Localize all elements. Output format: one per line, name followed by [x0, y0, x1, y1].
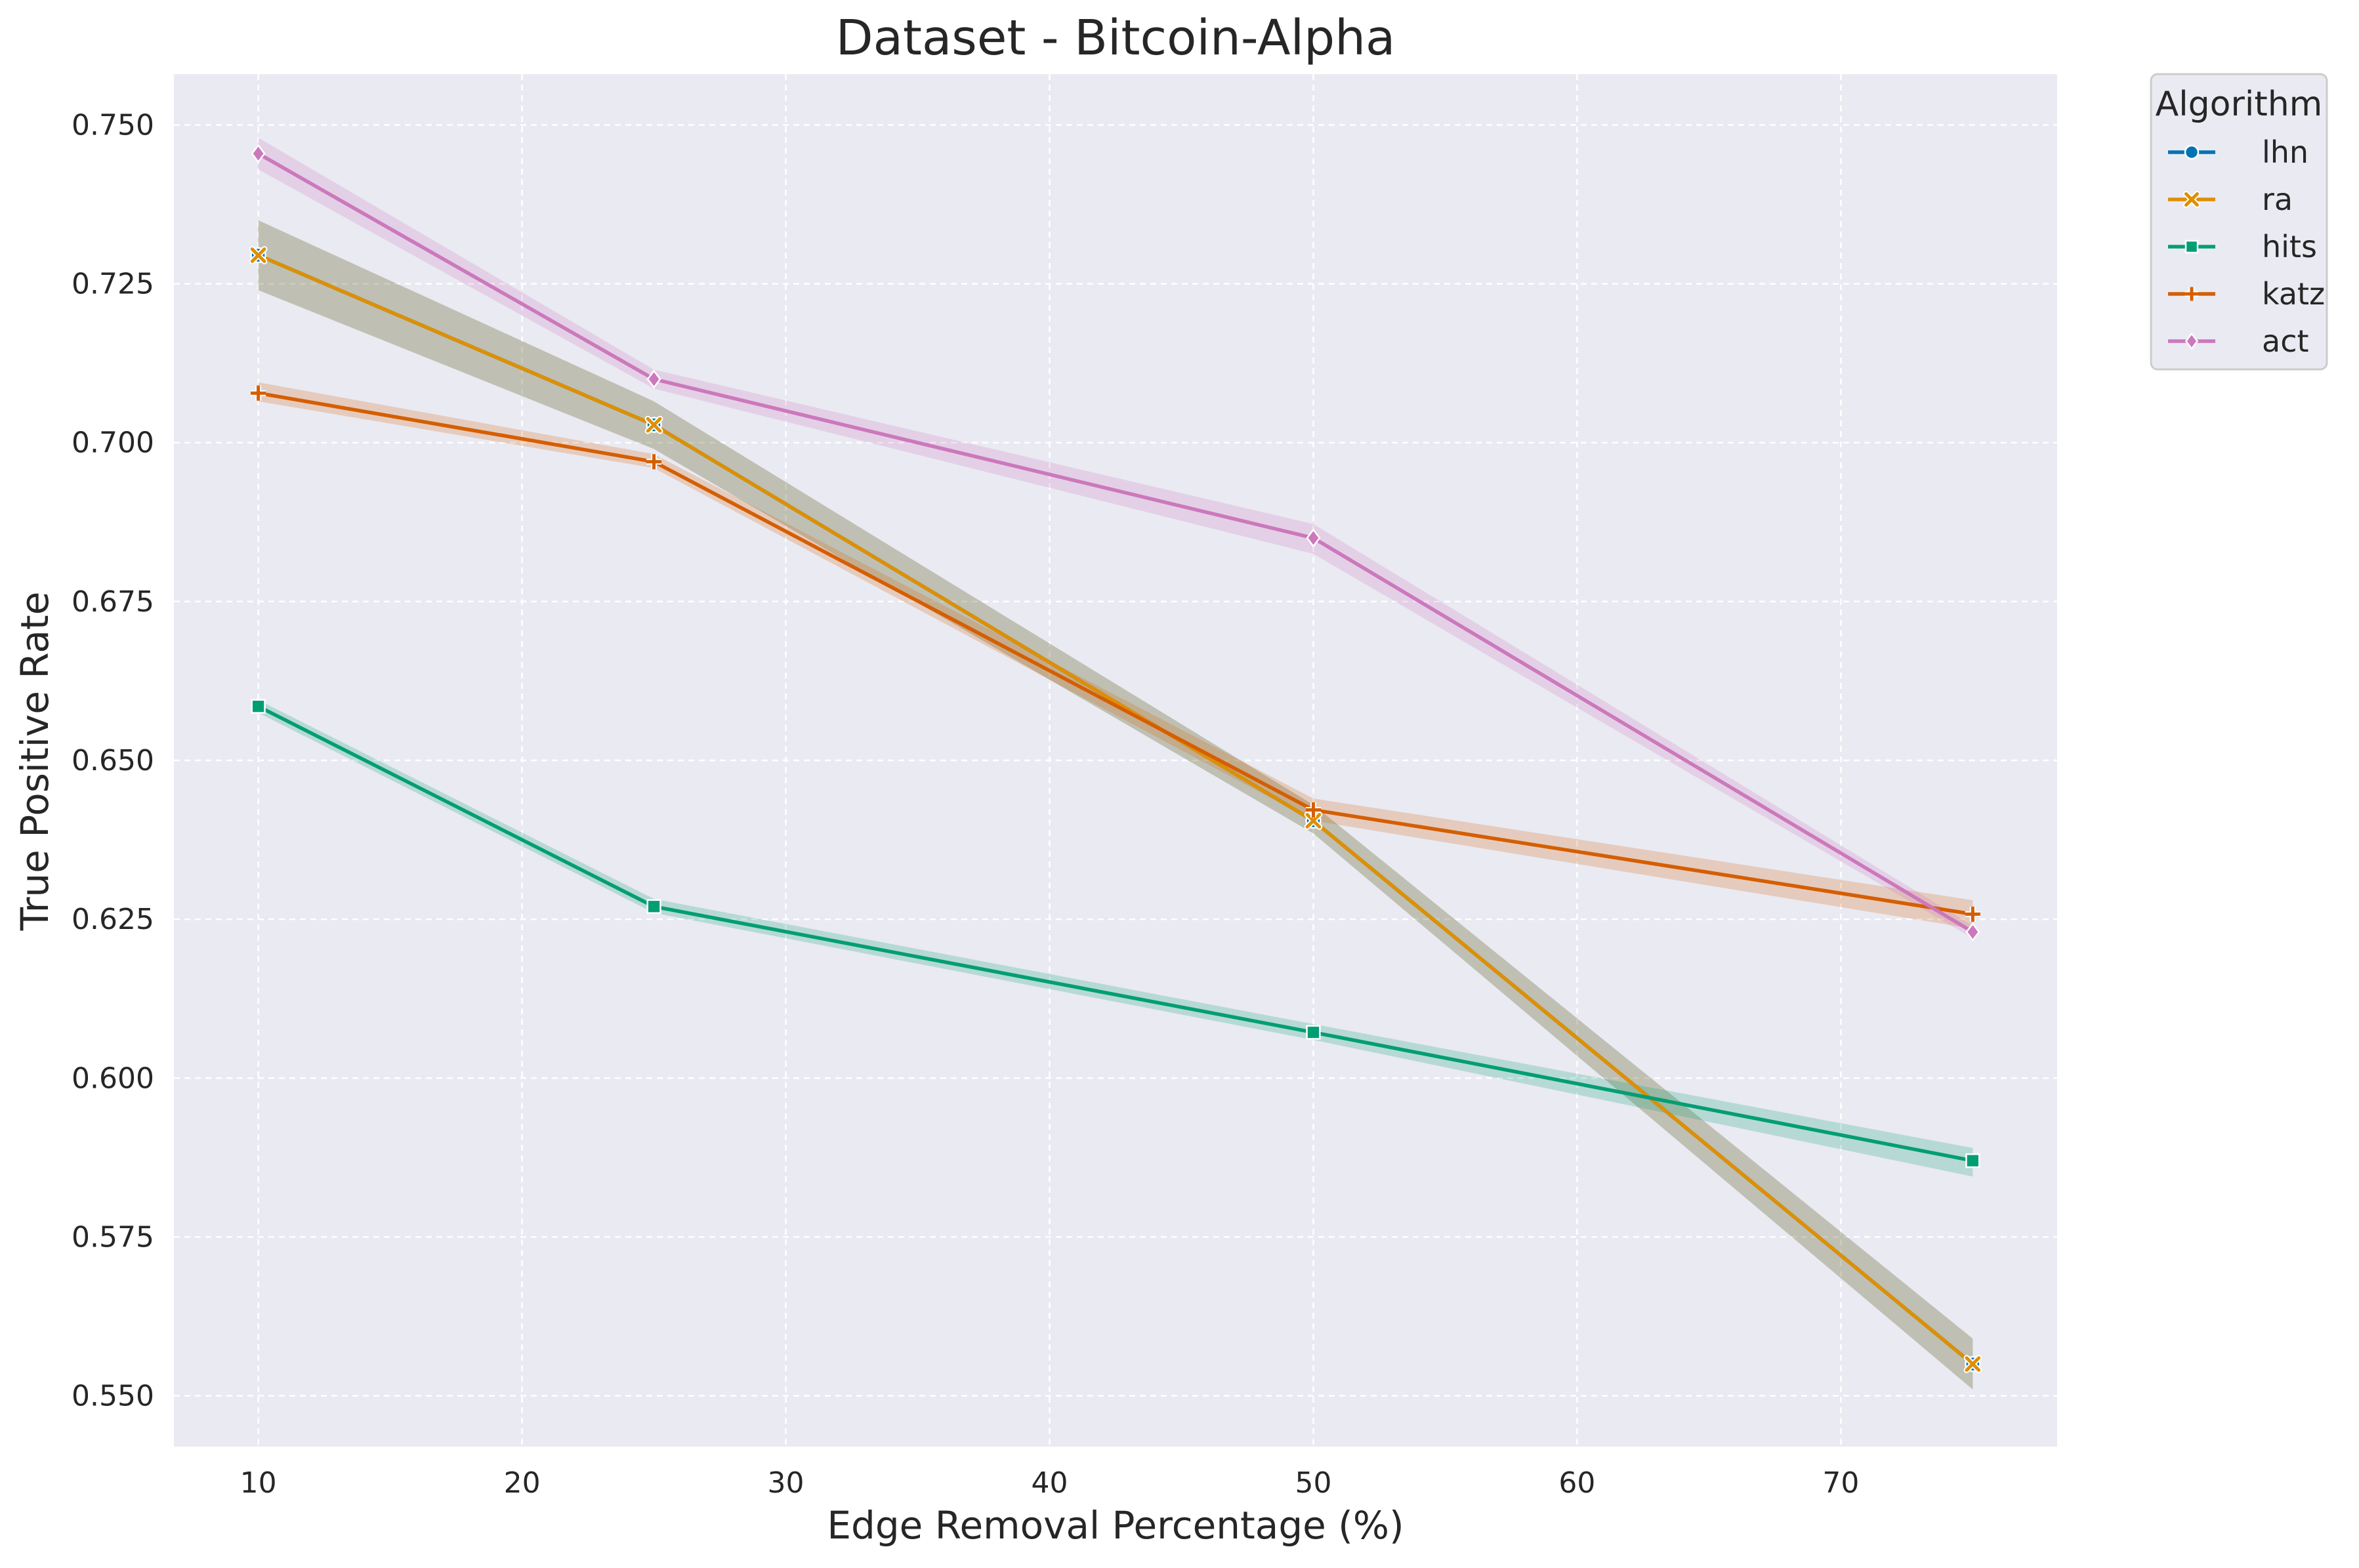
data-point-hits — [251, 699, 266, 714]
legend-marker-ra — [2183, 191, 2200, 208]
data-point-katz — [251, 385, 266, 401]
legend-item-ra: ra — [2168, 182, 2293, 217]
x-tick-label: 20 — [504, 1466, 541, 1500]
data-point-katz — [1965, 906, 1980, 922]
y-axis-label: True Positive Rate — [12, 592, 57, 932]
series-markers — [249, 144, 1982, 1373]
legend-label-ra: ra — [2262, 182, 2293, 217]
x-tick-label: 30 — [768, 1466, 804, 1500]
y-tick-label: 0.700 — [72, 426, 154, 460]
legend-label-lhn: lhn — [2262, 134, 2308, 170]
legend-item-katz: katz — [2168, 276, 2325, 312]
x-tick-label: 50 — [1295, 1466, 1331, 1500]
data-point-katz — [646, 454, 662, 470]
legend-marker-act — [2184, 332, 2199, 350]
series-line-ra — [257, 253, 1974, 1366]
legend-label-act: act — [2262, 323, 2309, 359]
legend-label-hits: hits — [2262, 229, 2317, 264]
legend-marker-katz — [2184, 287, 2199, 301]
ci-band-ra — [258, 220, 1973, 1390]
y-tick-label: 0.625 — [72, 903, 154, 936]
legend: Algorithm lhn ra hits katz act — [2150, 73, 2328, 371]
data-point-hits — [1965, 1153, 1980, 1168]
data-point-ra — [249, 246, 268, 264]
x-axis-label: Edge Removal Percentage (%) — [827, 1503, 1404, 1548]
series-line-katz — [258, 391, 1973, 917]
data-point-ra — [1304, 812, 1323, 830]
legend-item-lhn: lhn — [2168, 134, 2308, 170]
legend-title: Algorithm — [2156, 85, 2323, 124]
x-tick-label: 70 — [1822, 1466, 1859, 1500]
y-tick-label: 0.750 — [72, 108, 154, 142]
y-tick-label: 0.600 — [72, 1062, 154, 1095]
series-line-act — [257, 152, 1974, 934]
legend-item-act: act — [2168, 323, 2309, 359]
ci-band-lhn — [258, 220, 1973, 1390]
series-line-hits — [257, 705, 1973, 1163]
legend-label-katz: katz — [2262, 276, 2325, 312]
data-point-ra — [1963, 1355, 1982, 1373]
ci-band-katz — [258, 382, 1973, 929]
data-point-hits — [646, 899, 661, 914]
data-point-act — [646, 369, 661, 389]
data-point-act — [251, 144, 266, 163]
chart-title: Dataset - Bitcoin-Alpha — [836, 10, 1396, 66]
x-tick-label: 40 — [1032, 1466, 1068, 1500]
legend-marker-hits — [2184, 239, 2199, 254]
y-tick-label: 0.550 — [72, 1380, 154, 1413]
gridlines — [174, 74, 2057, 1447]
y-tick-label: 0.675 — [72, 585, 154, 619]
x-axis-ticks: 10 20 30 40 50 60 70 — [240, 1466, 1860, 1500]
data-point-act — [1965, 922, 1980, 942]
y-tick-label: 0.725 — [72, 268, 154, 301]
y-tick-label: 0.575 — [72, 1220, 154, 1254]
data-point-hits — [1306, 1025, 1321, 1040]
data-point-act — [1306, 528, 1321, 548]
legend-marker-lhn — [2184, 144, 2200, 160]
x-tick-label: 10 — [240, 1466, 277, 1500]
x-tick-label: 60 — [1558, 1466, 1595, 1500]
series-lines — [257, 152, 1974, 1366]
data-point-katz — [1305, 802, 1322, 818]
y-axis-ticks: 0.550 0.575 0.600 0.625 0.650 0.675 0.700 0.725… — [72, 108, 154, 1413]
data-point-ra — [644, 415, 663, 434]
legend-item-hits: hits — [2168, 229, 2317, 264]
y-tick-label: 0.650 — [72, 744, 154, 777]
